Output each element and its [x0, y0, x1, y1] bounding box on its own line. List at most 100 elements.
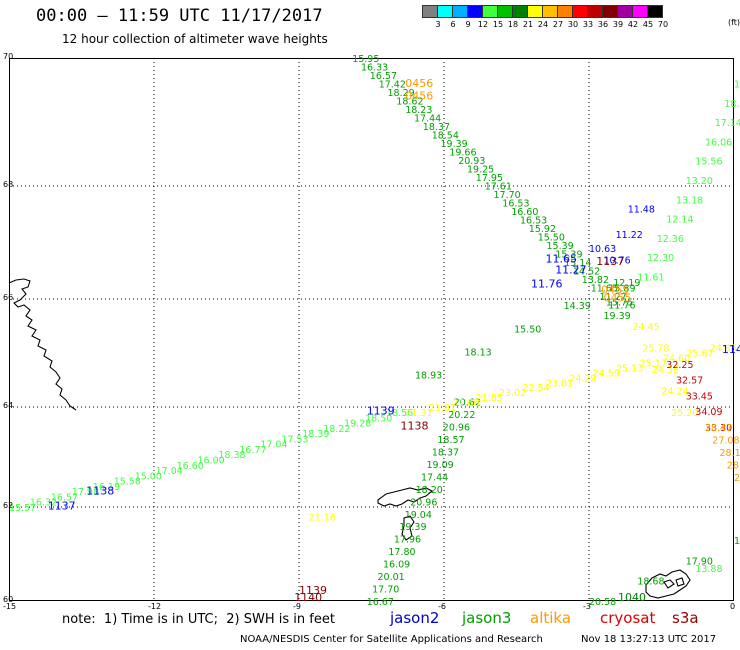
- swh-value: 10.76: [604, 255, 631, 266]
- swh-value: 15.57: [9, 503, 36, 514]
- footer-timestamp: Nov 18 13:27:13 UTC 2017: [581, 634, 717, 645]
- swh-value: 15.50: [538, 232, 565, 243]
- track-yellow-lower: 21.16: [309, 512, 336, 523]
- swh-value: 32.25: [666, 360, 693, 371]
- swh-value: 16.57: [370, 71, 397, 82]
- legend-label-45: 45: [642, 20, 654, 29]
- faroe-islands-coastline: [377, 487, 433, 507]
- swh-value: 28.04: [727, 461, 740, 472]
- swh-value: 19.40: [734, 80, 740, 91]
- swh-value: 16.53: [520, 215, 547, 226]
- swh-value: 24.60: [663, 354, 690, 365]
- pass-time-label: 1139: [299, 584, 327, 597]
- lon-tick-label: -12: [148, 602, 162, 611]
- swh-value: 23.02: [499, 388, 526, 399]
- track-yellow-ascending: 21.3121.8121.6621.8523.0222.5423.0124.29…: [405, 344, 737, 419]
- shetland-coastline: [645, 569, 691, 599]
- swh-value: 19.25: [467, 165, 494, 176]
- legend-label-3: 3: [435, 20, 441, 29]
- swh-value: 18.23: [405, 105, 432, 116]
- swh-value: 20.22: [448, 410, 475, 421]
- swh-value: 17.61: [485, 181, 512, 192]
- swh-value: 21.16: [309, 512, 336, 523]
- swh-value: 25.78: [642, 344, 669, 355]
- swh-value: 17.44: [421, 472, 448, 483]
- swh-value: 24.29: [569, 373, 596, 384]
- swh-value: 11.61: [637, 272, 664, 283]
- swh-value: 21.66: [452, 398, 479, 409]
- swh-value: 19.66: [449, 148, 476, 159]
- swh-value: 25.67: [686, 349, 713, 360]
- swh-value: 18.20: [416, 485, 443, 496]
- pass-time-label: 1138: [86, 485, 114, 498]
- swh-value: 13.18: [676, 195, 703, 206]
- swh-value: 20.62: [454, 398, 481, 409]
- swh-value: 24.35: [710, 344, 737, 355]
- swh-value: 18.54: [432, 131, 459, 142]
- swh-value: 11.22: [616, 230, 643, 241]
- swh-value: 17.14: [715, 118, 740, 129]
- swh-value: 16.19: [93, 482, 120, 493]
- swh-value: 34.09: [695, 407, 722, 418]
- legend-label-30: 30: [567, 20, 579, 29]
- swh-value: 17.04: [156, 466, 183, 477]
- swh-value: 18.29: [388, 88, 415, 99]
- swh-value: 20.58: [589, 597, 616, 608]
- map-note: note: 1) Time is in UTC; 2) SWH is in fe…: [62, 612, 335, 627]
- graticule-grid: [9, 58, 734, 601]
- map-frame: [9, 58, 734, 601]
- legend-label-12: 12: [477, 20, 489, 29]
- swh-value: 18.37: [432, 448, 459, 459]
- lat-tick-label: 68: [3, 180, 14, 189]
- iceland-coastline: [8, 278, 77, 411]
- legend-label-24: 24: [537, 20, 549, 29]
- swh-value: 19.04: [405, 510, 432, 521]
- pass-time-label: 1140: [294, 591, 322, 604]
- faroe-islands-south: [401, 515, 415, 541]
- track-se-ascending-light: 13.88: [695, 564, 722, 575]
- pass-time-label: 0455: [601, 283, 629, 296]
- swh-value: 33.30: [705, 423, 732, 434]
- swh-value: 18.50: [365, 413, 392, 424]
- map-title: 00:00 – 11:59 UTC 11/17/2017: [36, 6, 323, 26]
- legend-label-15: 15: [492, 20, 504, 29]
- shetland-isles: [663, 577, 685, 589]
- swh-value: 17.04: [260, 440, 287, 451]
- swh-value: 18.13: [465, 348, 492, 359]
- lon-tick-label: 0: [730, 602, 736, 611]
- mission-jason2: jason2: [390, 609, 440, 627]
- swh-value: 18.68: [637, 577, 664, 588]
- swh-value: 27.08: [712, 436, 739, 447]
- swh-value: 24.38: [652, 365, 679, 376]
- swh-value: 25.20: [671, 408, 698, 419]
- swh-value: 12.36: [657, 234, 684, 245]
- swh-value: 16.57: [51, 492, 78, 503]
- swh-value: 21.81: [429, 403, 456, 414]
- swh-value: 33.45: [686, 391, 713, 402]
- legend-labels: 3 6 9 12 15 18 21 24 27 30 33 36 39 42 45 70: [422, 18, 668, 30]
- swh-value: 28.47: [705, 423, 732, 434]
- lat-tick-label: 70: [3, 52, 14, 61]
- swh-value: 16.33: [361, 63, 388, 74]
- swh-value: 18.62: [396, 97, 423, 108]
- swh-value: 18.93: [415, 371, 442, 382]
- legend-label-39: 39: [612, 20, 624, 29]
- track-jason3-desc-a: 15.9516.3316.5717.4218.2918.6218.2317.44…: [352, 54, 635, 311]
- swh-value: 20.96: [443, 423, 470, 434]
- swh-value: 19.39: [399, 522, 426, 533]
- swh-value: 24.59: [593, 368, 620, 379]
- swh-value: 25.17: [640, 359, 667, 370]
- swh-value: 16.77: [239, 445, 266, 456]
- swh-value: 24.24: [662, 387, 689, 398]
- swh-value: 23.01: [546, 378, 573, 389]
- swh-value: 15.56: [695, 157, 722, 168]
- swh-value: 12.19: [613, 278, 640, 289]
- swh-value: 18.38: [218, 450, 245, 461]
- legend-swatch-70: [647, 5, 663, 18]
- pass-time-label: 11.27: [555, 264, 587, 277]
- swh-value: 14.52: [573, 266, 600, 277]
- swh-value: 32.57: [676, 376, 703, 387]
